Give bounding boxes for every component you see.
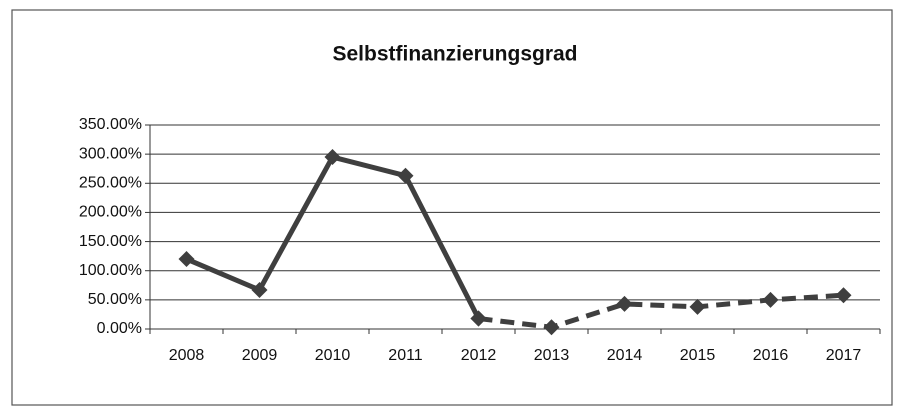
y-tick-label: 350.00%	[79, 116, 142, 133]
series-line	[478, 292, 844, 330]
data-point	[616, 295, 633, 312]
x-tick-label: 2008	[169, 347, 205, 364]
data-point	[178, 251, 195, 268]
y-tick-label: 100.00%	[79, 262, 142, 279]
x-tick-label: 2014	[607, 347, 643, 364]
data-point	[835, 287, 852, 304]
data-point	[543, 319, 560, 336]
x-tick-label: 2012	[461, 347, 497, 364]
x-tick-label: 2017	[826, 347, 862, 364]
y-tick-label: 300.00%	[79, 145, 142, 162]
x-tick-label: 2009	[242, 347, 278, 364]
data-point	[324, 149, 341, 166]
x-tick-label: 2015	[680, 347, 716, 364]
y-tick-label: 150.00%	[79, 233, 142, 250]
y-tick-label: 50.00%	[88, 291, 142, 308]
x-tick-label: 2016	[753, 347, 789, 364]
x-tick-label: 2011	[388, 347, 423, 364]
data-point	[689, 298, 706, 315]
data-point	[762, 291, 779, 308]
y-tick-label: 200.00%	[79, 204, 142, 221]
y-tick-label: 250.00%	[79, 175, 142, 192]
x-tick-label: 2013	[534, 347, 570, 364]
data-point	[397, 167, 414, 184]
chart-frame	[11, 9, 893, 406]
y-tick-label: 0.00%	[97, 320, 142, 337]
chart-title: Selbstfinanzierungsgrad	[332, 43, 577, 66]
x-tick-label: 2010	[315, 347, 351, 364]
data-point	[470, 310, 487, 327]
data-point	[251, 281, 268, 298]
